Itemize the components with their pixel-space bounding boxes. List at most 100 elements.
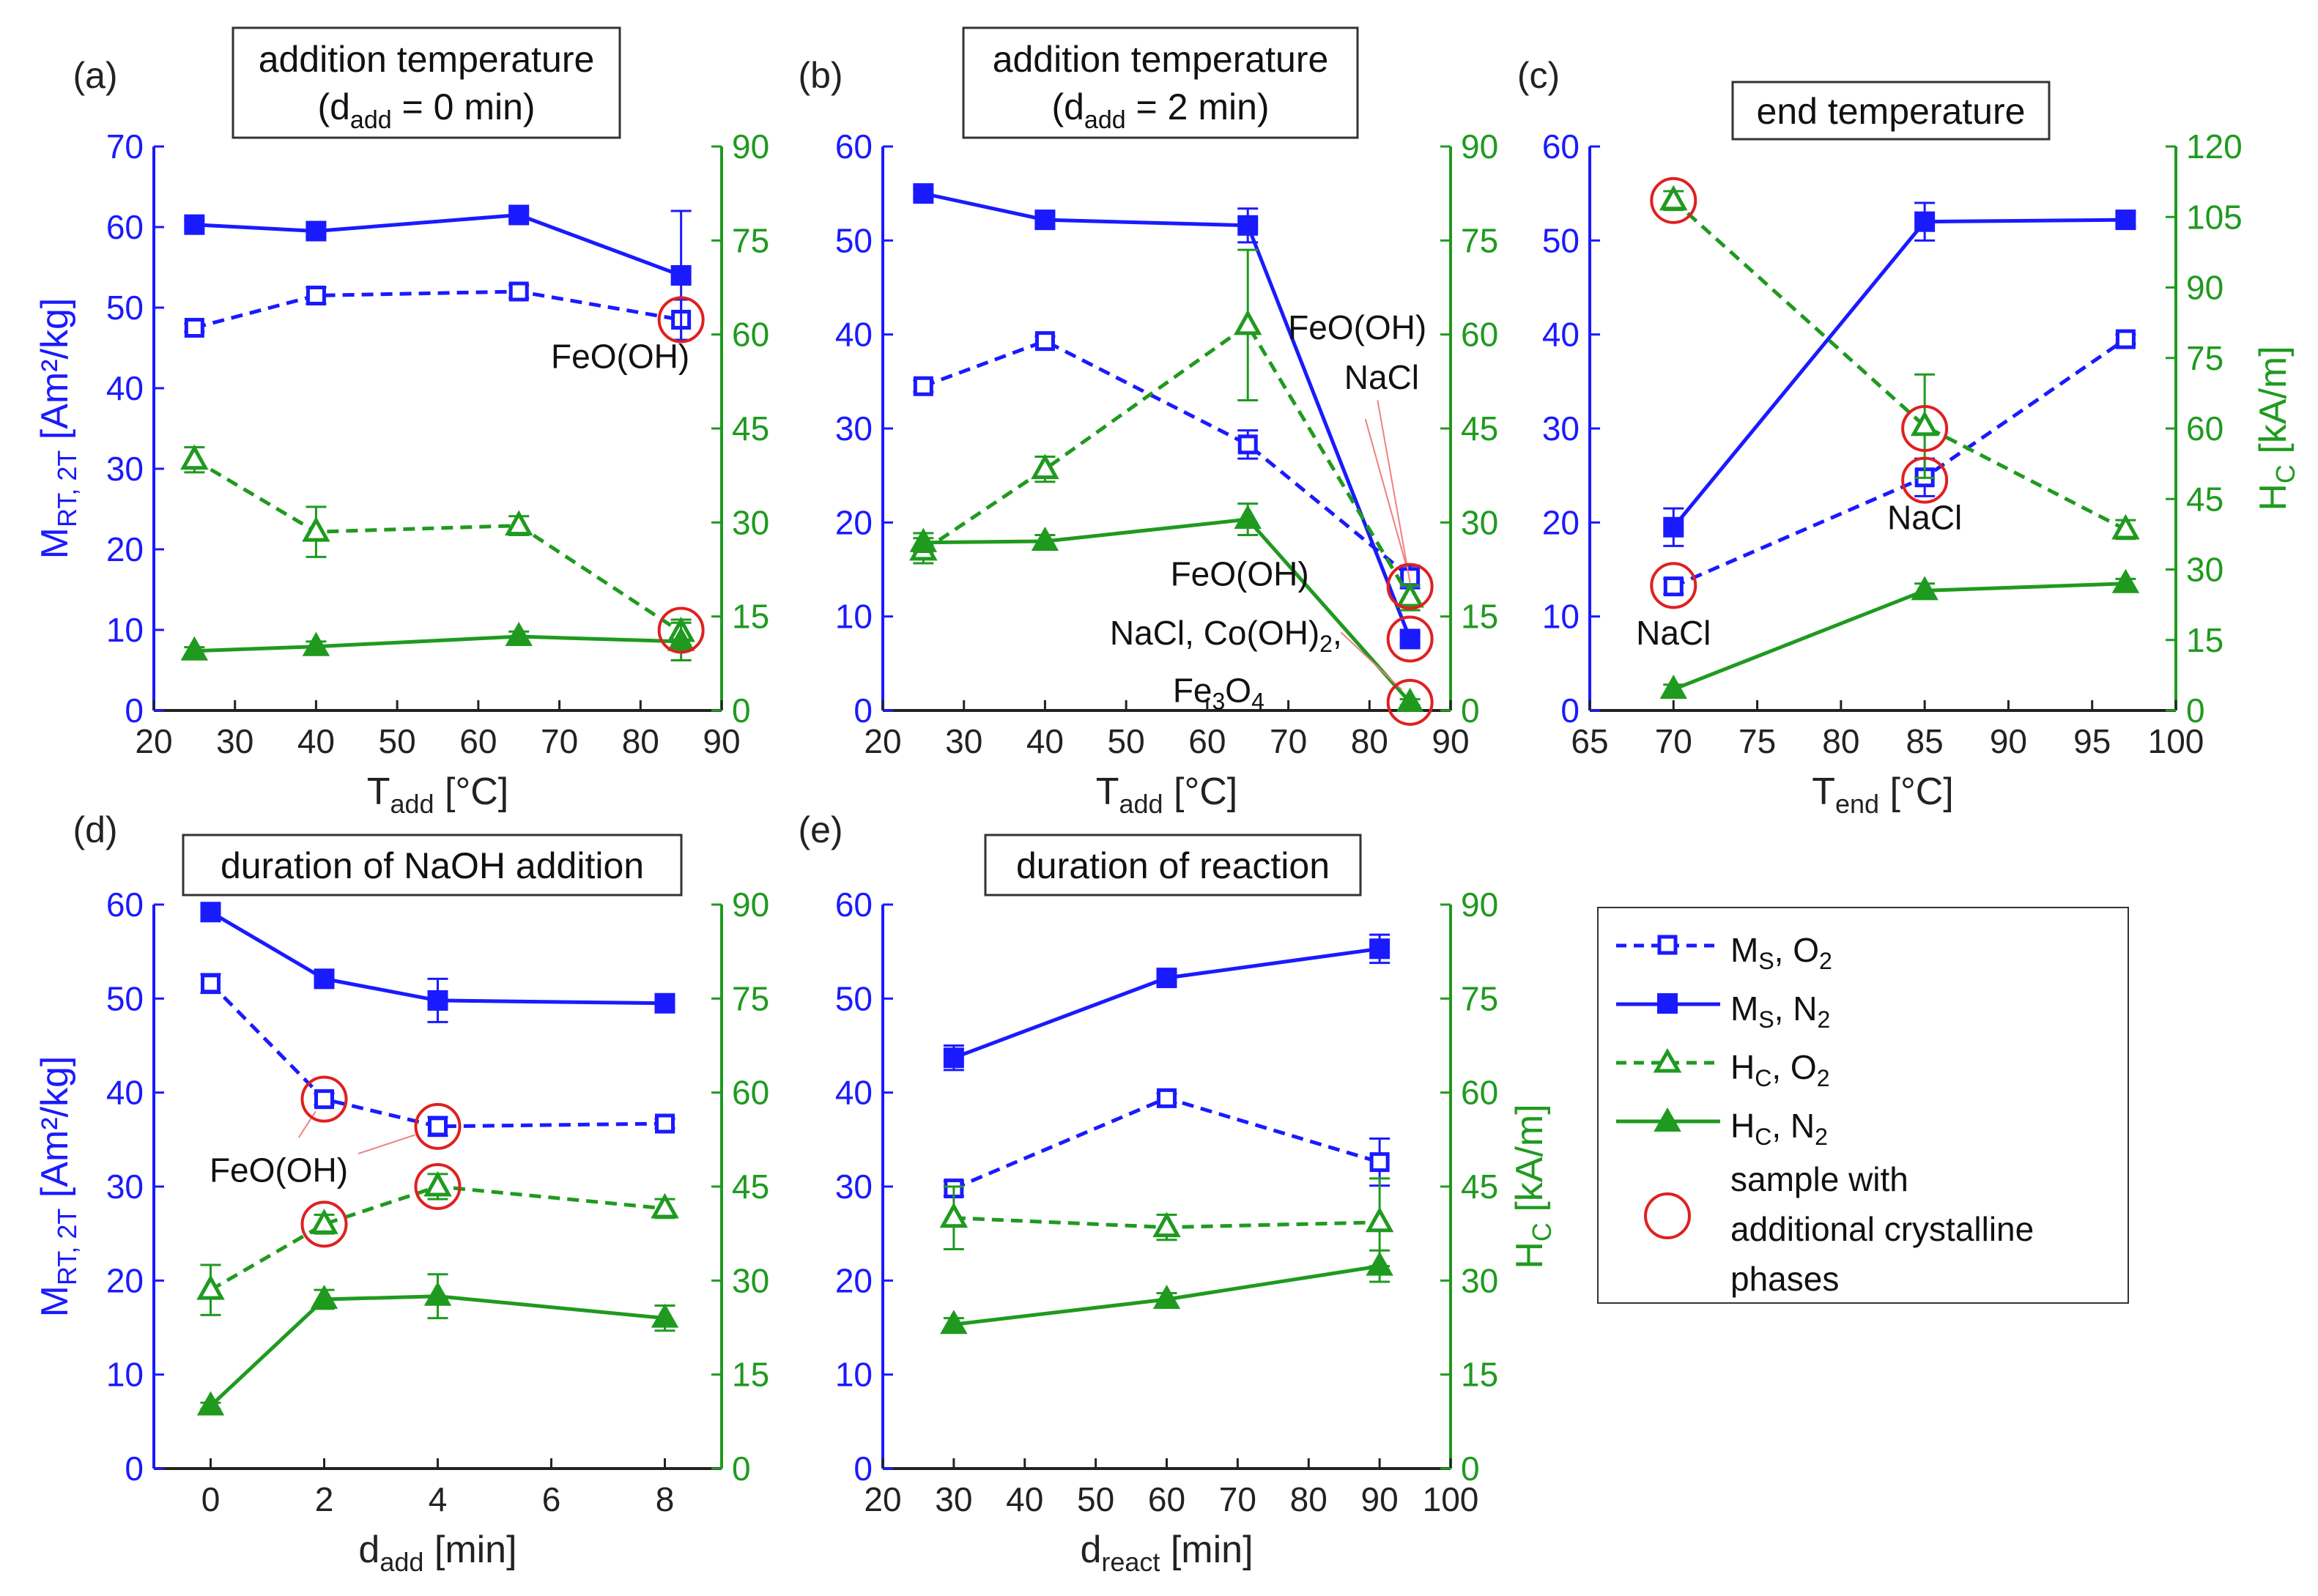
- legend-hc-n2-label: H: [1730, 1107, 1755, 1145]
- panel-b-series-ms-n2-point: [1399, 628, 1421, 650]
- panel-c-ytick-left-label: 60: [1542, 127, 1580, 166]
- panel-b-xtick-label: 90: [1432, 722, 1469, 760]
- panel-d-extra-phase-circle: [414, 1102, 462, 1150]
- panel-a-xtick-label: 60: [459, 722, 497, 760]
- panel-a-series-hc-n2-point: [505, 622, 533, 647]
- legend-swatch-hc-n2: [1616, 1107, 1720, 1132]
- panel-c-annotation: NaCl: [1887, 498, 1962, 536]
- panel-b-series-ms-o2-point: [1034, 331, 1055, 352]
- panel-e-ytick-right-label: 90: [1461, 886, 1498, 924]
- panel-a-extra-phase-circle: [657, 606, 705, 654]
- panel-d-ylabel-left-sub: RT, 2T: [52, 1209, 82, 1285]
- panel-b-series-hc-o2-point: [1396, 582, 1424, 608]
- panel-b-ytick-right-label: 60: [1461, 316, 1498, 354]
- panel-d: (d) duration of NaOH addition 0 2 4 6 8 0 10 20 30…: [34, 809, 769, 1577]
- panel-e-ylabel-right-unit: [kA/m]: [1508, 1104, 1551, 1222]
- panel-b-series-hc-n2-point: [1031, 526, 1059, 551]
- panel-a-ytick-left-label: 0: [125, 691, 144, 730]
- panel-d-series-hc-n2-point: [423, 1281, 452, 1306]
- legend-ms-o2-gas: , O: [1774, 931, 1820, 969]
- legend-item-ms-n2: MS, N2: [1599, 979, 2128, 1037]
- panel-a-series-hc-o2-point: [504, 510, 533, 536]
- panel-a-series-hc-o2-line: [193, 458, 683, 634]
- panel-d-xlabel-sub: add: [379, 1547, 423, 1577]
- panel-d-ytick-left-label: 10: [106, 1356, 144, 1394]
- panel-c-title-box: [1731, 81, 2051, 141]
- panel-d-ytick-left-label: 40: [106, 1074, 144, 1112]
- panel-c-xtick-label: 95: [2073, 722, 2111, 760]
- panel-a-title-sub: add: [350, 106, 392, 134]
- panel-d-ytick-right-label: 45: [732, 1168, 769, 1206]
- panel-a-ytick-right-label: 75: [732, 221, 769, 259]
- panel-a-title-pre: (d: [317, 86, 349, 127]
- panel-c-ytick-left-label: 0: [1560, 691, 1580, 730]
- panel-c-ytick-left-label: 20: [1542, 503, 1580, 541]
- panel-c-ytick-right-label: 60: [2186, 409, 2223, 448]
- panel-d-ytick-right-label: 60: [732, 1074, 769, 1112]
- panel-d-ylabel-left-main: M: [34, 1285, 76, 1317]
- panel-b-annotation: NaCl, Co(OH)2,: [1110, 614, 1342, 657]
- panel-e: (e) duration of reaction 20 30 40 50 60 70 80 90 1…: [798, 809, 1557, 1577]
- panel-d-ytick-left-label: 0: [125, 1450, 144, 1488]
- panel-e-xtick-label: 100: [1423, 1480, 1479, 1518]
- panel-c-ytick-right-label: 90: [2186, 269, 2223, 307]
- panel-b-series-hc-o2-point: [1031, 453, 1059, 480]
- panel-d-ytick-left-label: 20: [106, 1261, 144, 1299]
- panel-b-xtick-label: 20: [864, 722, 901, 760]
- legend-hc-n2-gas: , N: [1771, 1107, 1815, 1145]
- panel-a-ytick-left-label: 60: [106, 208, 144, 246]
- panel-e-series-hc-o2-point: [1152, 1211, 1181, 1238]
- panel-d-ytick-right-label: 75: [732, 979, 769, 1017]
- panel-c-xlabel-sub: end: [1835, 789, 1879, 819]
- panel-d-extra-phase-circle: [414, 1163, 462, 1210]
- panel-c-series-ms-n2-point: [1914, 211, 1936, 232]
- legend-hc-n2-gas-sub: 2: [1815, 1124, 1828, 1151]
- panel-d-series-ms-o2-point: [428, 1116, 448, 1137]
- panel-b-annot-after: ,: [1333, 614, 1342, 652]
- panel-c-series-hc-n2-point: [1911, 576, 1939, 601]
- panel-c-xlabel-main: T: [1812, 771, 1835, 813]
- panel-d-xtick-label: 2: [315, 1480, 334, 1518]
- panel-c-xlabel-unit: [°C]: [1879, 771, 1954, 813]
- legend-ms-o2-sub: S: [1758, 948, 1774, 975]
- panel-c-ylabel-right-unit: [kA/m]: [2252, 346, 2295, 464]
- legend-ms-o2-label: M: [1730, 931, 1759, 969]
- panel-b-title-line1: addition temperature: [993, 39, 1329, 80]
- legend-item-ms-o2: MS, O2: [1599, 920, 2128, 979]
- panel-e-xtick-label: 50: [1077, 1480, 1114, 1518]
- panel-a-series-ms-n2-point: [184, 214, 205, 235]
- panel-a-xlabel: Tadd [°C]: [367, 771, 509, 819]
- panel-b-series-ms-n2-line: [922, 191, 1412, 640]
- panel-c-label: (c): [1517, 55, 1560, 96]
- panel-d-series-hc-o2-point: [423, 1170, 452, 1197]
- panel-c-ytick-left-label: 30: [1542, 409, 1580, 448]
- panel-a-series-hc-o2-point: [180, 444, 209, 470]
- panel-c-series-ms-o2-point: [1663, 576, 1684, 597]
- panel-a-label: (a): [73, 55, 117, 96]
- panel-b-ytick-left-label: 50: [835, 221, 873, 259]
- panel-e-series-ms-o2-point: [1157, 1088, 1177, 1108]
- panel-d-xlabel: dadd [min]: [358, 1529, 516, 1577]
- panel-d-series-ms-n2-point: [654, 992, 675, 1014]
- panel-c-ylabel-right-sub: C: [2270, 464, 2300, 483]
- panel-b-leader-line: [1340, 631, 1403, 691]
- legend-hc-o2-sub: C: [1755, 1065, 1772, 1092]
- panel-d-extra-phase-circle: [300, 1200, 348, 1248]
- panel-c-extra-phase-circle: [1901, 405, 1949, 452]
- panel-a-ylabel-left-unit: [Am²/kg]: [34, 298, 76, 450]
- panel-e-ytick-right-label: 45: [1461, 1168, 1498, 1206]
- panel-e-xtick-label: 60: [1148, 1480, 1185, 1518]
- panel-b-series-ms-o2-point: [1237, 434, 1258, 455]
- panel-b-xtick-label: 40: [1026, 722, 1064, 760]
- panel-e-series-ms-n2-point: [943, 1047, 964, 1069]
- panel-b-extra-phase-circle: [1386, 615, 1434, 663]
- panel-d-series-ms-o2-line: [209, 982, 665, 1129]
- panel-b-ytick-right-label: 15: [1461, 598, 1498, 636]
- legend-item-hc-n2: HC, N2: [1599, 1096, 2128, 1154]
- panel-e-xtick-label: 80: [1290, 1480, 1328, 1518]
- panel-b-title-line2: (dadd = 2 min): [1051, 86, 1269, 134]
- panel-a-series-ms-o2-point: [184, 318, 204, 338]
- panel-b-series-hc-o2-line: [922, 322, 1412, 599]
- panel-d-ytick-right-label: 15: [732, 1356, 769, 1394]
